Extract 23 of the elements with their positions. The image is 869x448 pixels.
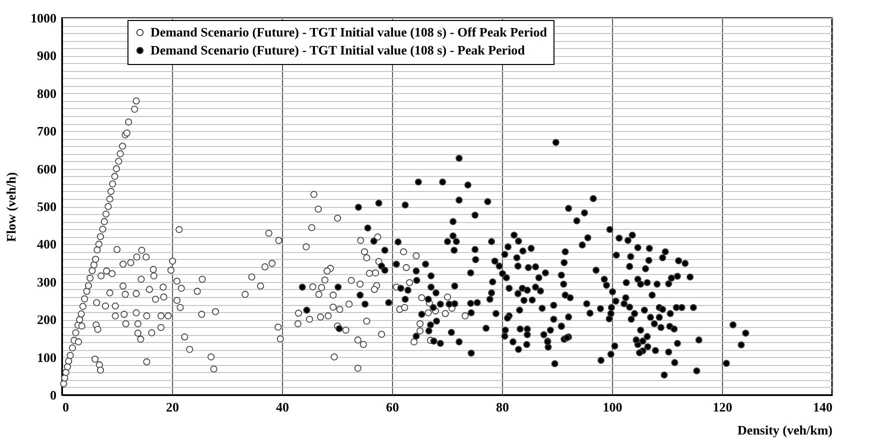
x-tick-label: 100 xyxy=(602,400,622,414)
y-tick-label: 900 xyxy=(37,48,56,64)
x-tick-label: 60 xyxy=(386,400,399,414)
y-axis-title: Flow (veh/h) xyxy=(4,172,18,242)
y-tick-label: 800 xyxy=(37,86,56,101)
y-tick-label: 100 xyxy=(37,350,56,365)
y-tick-label: 300 xyxy=(37,274,56,290)
legend-label: Demand Scenario (Future) - TGT Initial value (108 s) - Off Peak Period xyxy=(150,24,548,40)
y-tick-label: 700 xyxy=(37,124,56,139)
x-axis-title: Density (veh/km) xyxy=(738,422,832,438)
x-tick-label: 80 xyxy=(496,400,509,414)
legend-label: Demand Scenario (Future) - TGT Initial value (108 s) - Peak Period xyxy=(150,42,526,58)
y-tick-label: 600 xyxy=(37,161,56,176)
x-tick-label: 120 xyxy=(712,400,732,414)
x-tick-label: 0 xyxy=(62,400,69,414)
x-tick-label: 20 xyxy=(166,400,179,414)
y-tick-label: 200 xyxy=(37,312,56,328)
y-tick-label: 0 xyxy=(50,388,56,402)
y-tick-label: 1000 xyxy=(30,10,56,26)
y-tick-label: 500 xyxy=(37,199,56,214)
x-tick-label: 140 xyxy=(813,400,832,414)
y-tick-label: 400 xyxy=(37,236,56,252)
x-tick-label: 40 xyxy=(276,400,289,414)
